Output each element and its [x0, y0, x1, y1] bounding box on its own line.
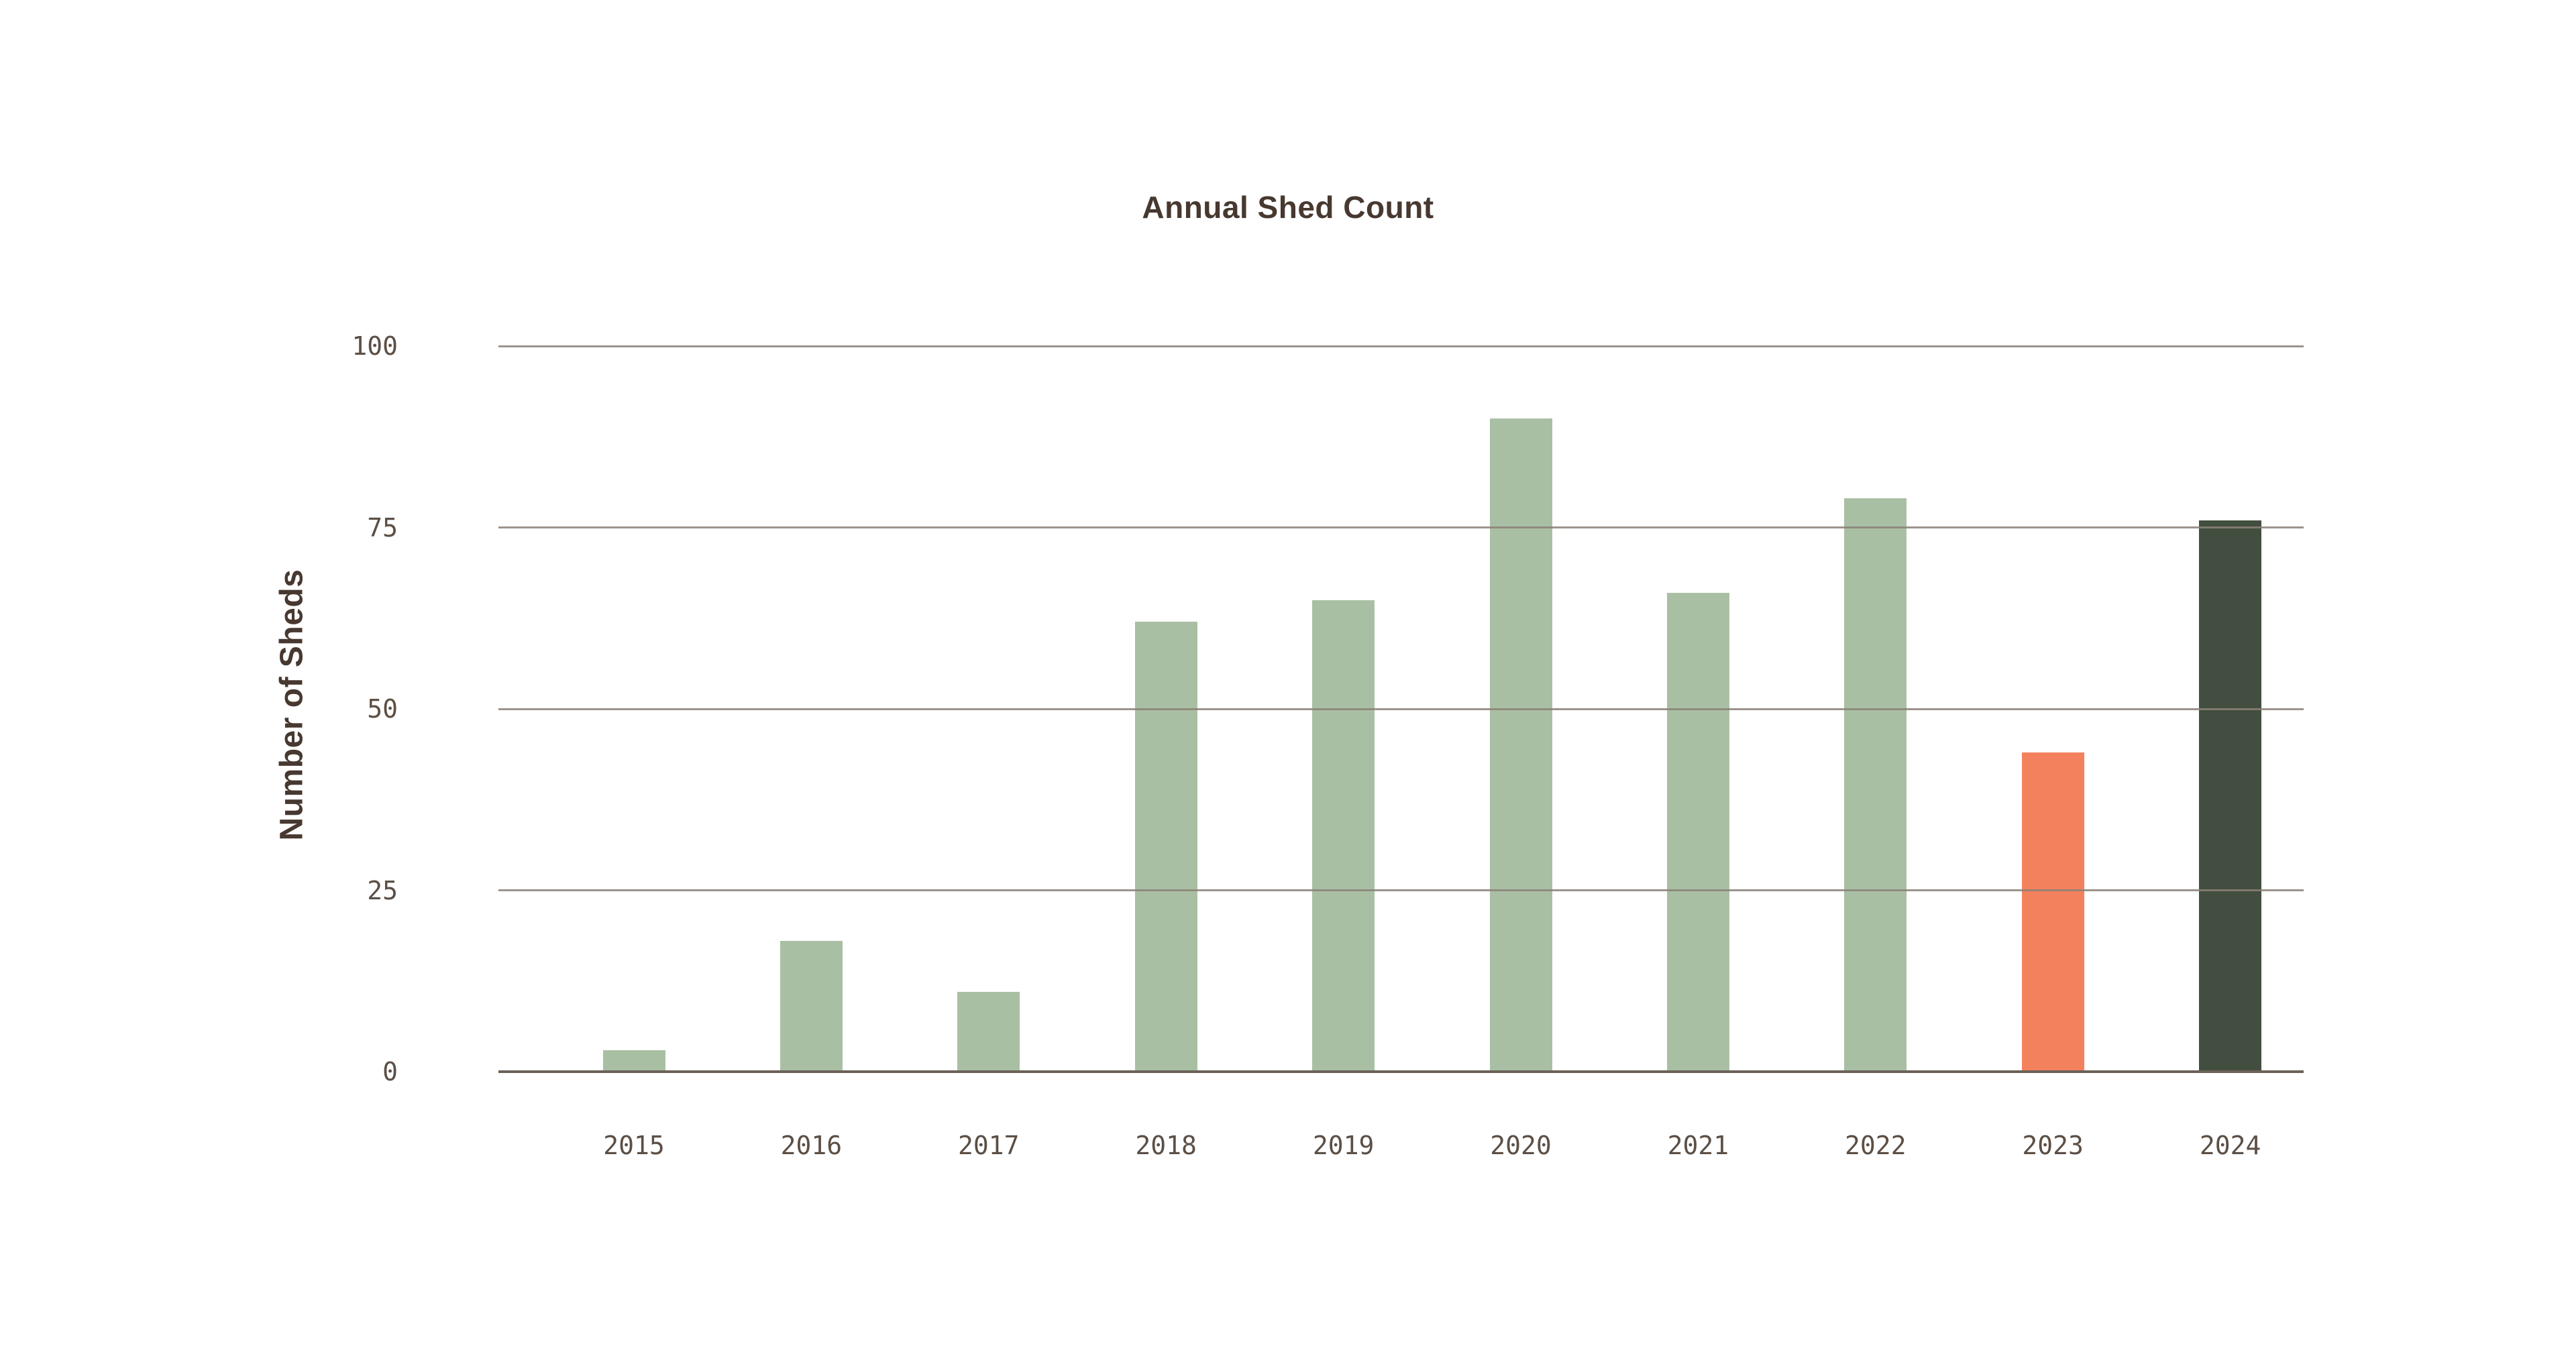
x-tick-label-2022: 2022 — [1845, 1131, 1907, 1160]
x-tick-label-2016: 2016 — [780, 1131, 843, 1160]
x-axis-line — [498, 1070, 2304, 1073]
gridline-75 — [498, 526, 2304, 528]
bar-2019 — [1312, 600, 1375, 1072]
bar-2016 — [780, 941, 843, 1072]
gridline-25 — [498, 889, 2304, 891]
plot-area: 0 25 50 75 100 2015 2016 2017 2018 2019 2020 2021 20… — [352, 331, 2304, 1160]
x-tick-label-2024: 2024 — [2199, 1131, 2261, 1160]
bar-2017 — [957, 991, 1020, 1072]
x-tick-label-2021: 2021 — [1667, 1131, 1729, 1160]
gridline-100 — [498, 345, 2304, 347]
x-tick-label-2015: 2015 — [603, 1131, 665, 1160]
gridline-50 — [498, 708, 2304, 710]
bar-2022 — [1844, 498, 1907, 1072]
x-tick-label-2017: 2017 — [958, 1131, 1020, 1160]
x-tick-label-2018: 2018 — [1135, 1131, 1197, 1160]
bar-2018 — [1134, 622, 1197, 1072]
y-tick-label-25: 25 — [367, 875, 398, 905]
x-tick-label-2020: 2020 — [1490, 1131, 1552, 1160]
x-tick-label-2023: 2023 — [2022, 1131, 2084, 1160]
bar-2015 — [602, 1050, 665, 1072]
y-tick-label-0: 0 — [382, 1057, 398, 1086]
y-tick-label-50: 50 — [367, 694, 398, 724]
x-tick-label-2019: 2019 — [1312, 1131, 1375, 1160]
y-tick-label-75: 75 — [367, 512, 398, 543]
chart-title: Annual Shed Count — [1142, 190, 1434, 225]
bar-2024 — [2199, 520, 2262, 1072]
bar-2020 — [1489, 418, 1552, 1072]
bar-2023 — [2021, 752, 2084, 1072]
y-tick-label-100: 100 — [352, 331, 398, 361]
bar-2021 — [1666, 592, 1729, 1072]
